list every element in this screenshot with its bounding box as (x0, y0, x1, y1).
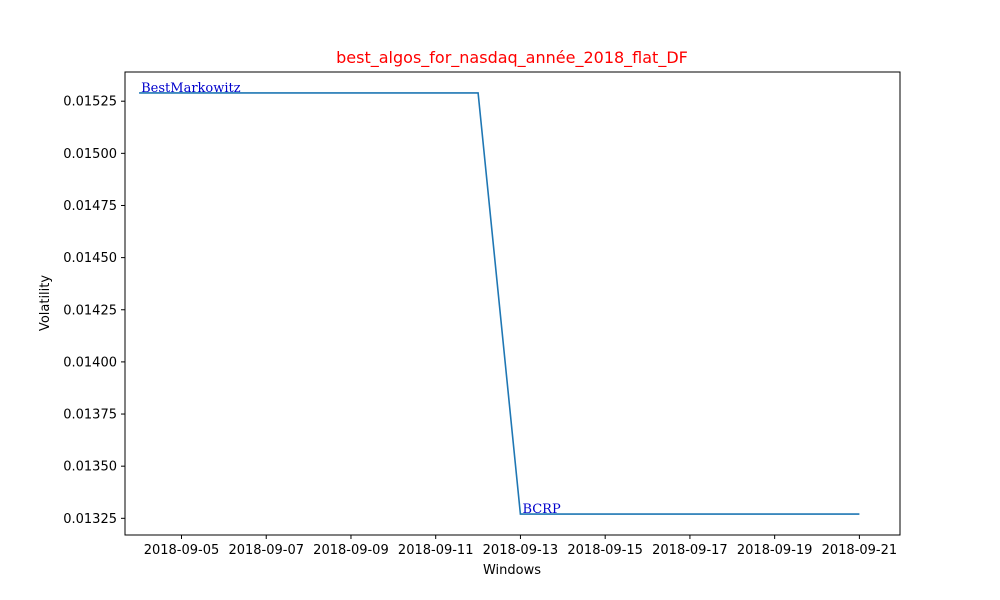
y-axis-label: Volatility (38, 275, 53, 331)
y-tick-label: 0.01425 (63, 303, 117, 318)
annotations: BestMarkowitz BCRP (141, 81, 561, 517)
plot-area (124, 71, 901, 536)
y-tick-label: 0.01375 (63, 408, 117, 423)
x-tick-label: 2018-09-21 (822, 543, 898, 558)
x-tick-label: 2018-09-15 (567, 543, 643, 558)
y-tick-label: 0.01325 (63, 512, 117, 527)
x-tick-label: 2018-09-13 (483, 543, 559, 558)
x-tick-label: 2018-09-05 (144, 543, 220, 558)
x-tick-label: 2018-09-19 (737, 543, 813, 558)
y-tick-label: 0.01450 (63, 251, 117, 266)
annotation-label: BestMarkowitz (141, 81, 241, 96)
x-tick-label: 2018-09-09 (313, 543, 389, 558)
y-tick-label: 0.01350 (63, 460, 117, 475)
plot-frame (124, 71, 901, 536)
y-tick-label: 0.01400 (63, 355, 117, 370)
y-tick-label: 0.01475 (63, 199, 117, 214)
x-tick-label: 2018-09-17 (652, 543, 728, 558)
annotation-label: BCRP (522, 502, 561, 517)
axis-ticks: 2018-09-05 2018-09-07 2018-09-09 2018-09-11… (63, 95, 897, 558)
y-tick-label: 0.01500 (63, 147, 117, 162)
x-axis-label: Windows (483, 563, 541, 578)
y-tick-label: 0.01525 (63, 95, 117, 110)
chart-title: best_algos_for_nasdaq_année_2018_flat_DF (336, 48, 688, 68)
data-series (139, 92, 860, 515)
series-line (139, 92, 860, 515)
x-tick-label: 2018-09-07 (228, 543, 304, 558)
x-tick-label: 2018-09-11 (398, 543, 474, 558)
